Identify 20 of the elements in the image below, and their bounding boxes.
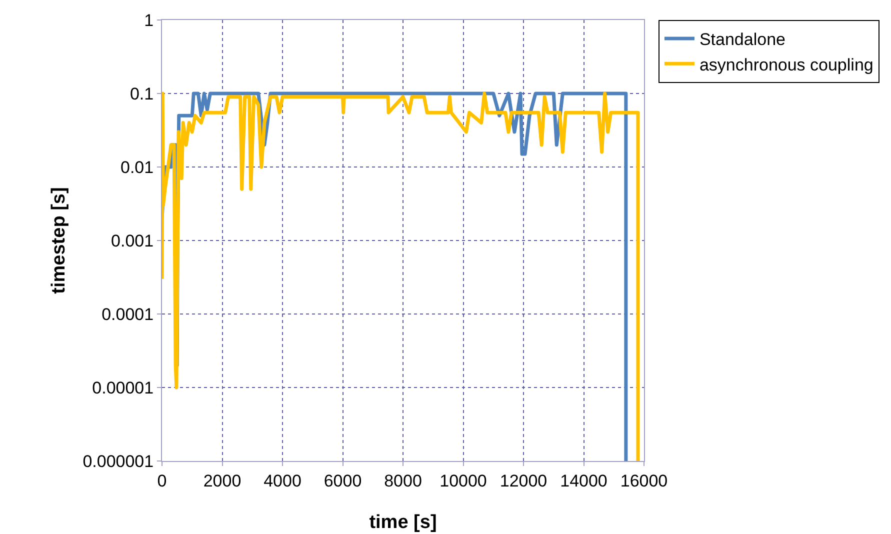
x-tick-label: 6000	[324, 471, 362, 490]
y-tick-label: 0.1	[130, 84, 154, 104]
x-tick-label: 0	[157, 471, 167, 490]
x-tick-label: 12000	[500, 471, 548, 490]
x-tick-label: 14000	[560, 471, 608, 490]
y-tick-label: 0.0001	[102, 304, 154, 324]
x-axis-title: time [s]	[369, 512, 437, 533]
y-tick-label: 1	[144, 10, 154, 30]
y-tick-label: 0.000001	[82, 452, 154, 471]
y-tick-label: 0.01	[120, 158, 154, 177]
legend-label: asynchronous coupling	[699, 55, 874, 74]
x-tick-label: 2000	[203, 471, 242, 490]
y-tick-label: 0.00001	[92, 378, 154, 398]
x-tick-label: 16000	[620, 471, 668, 490]
x-tick-label: 4000	[264, 471, 302, 490]
x-tick-label: 10000	[440, 471, 487, 490]
legend-label: Standalone	[699, 30, 786, 50]
y-axis-title: timestep [s]	[48, 187, 70, 294]
y-tick-label: 0.001	[111, 231, 154, 250]
x-tick-label: 8000	[384, 471, 422, 490]
